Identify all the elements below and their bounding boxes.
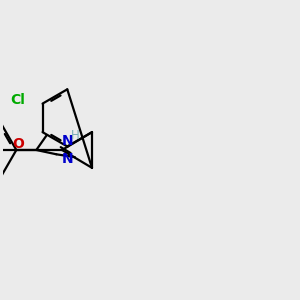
Text: N: N — [62, 152, 73, 167]
Text: O: O — [12, 137, 24, 151]
Text: Cl: Cl — [10, 93, 25, 107]
Text: H: H — [71, 129, 80, 142]
Text: N: N — [62, 134, 73, 148]
